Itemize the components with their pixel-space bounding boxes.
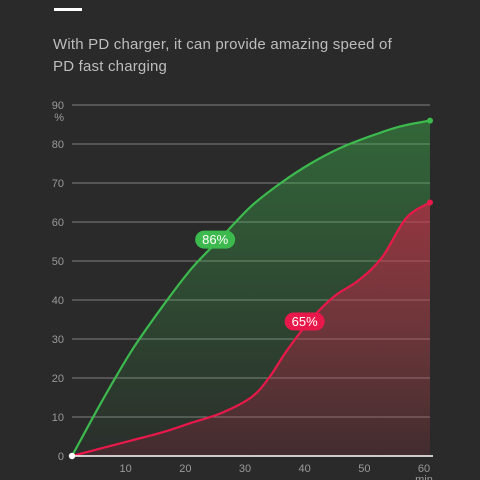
x-tick-label: 60 bbox=[418, 463, 430, 475]
pd-series-end-point bbox=[427, 117, 433, 124]
x-axis-unit: min bbox=[415, 474, 433, 480]
y-tick-label: 70 bbox=[52, 178, 64, 190]
badge-background bbox=[284, 312, 325, 331]
chart-subtitle: With PD charger, it can provide amazing … bbox=[53, 34, 433, 78]
subtitle-line-1: With PD charger, it can provide amazing … bbox=[53, 36, 392, 53]
origin-point bbox=[68, 452, 76, 460]
area-layer bbox=[72, 120, 430, 456]
other-series-line bbox=[70, 201, 432, 458]
y-tick-label: 40 bbox=[52, 295, 64, 307]
pd-series-line bbox=[70, 119, 432, 458]
pd-series-value-badge: 86% bbox=[195, 230, 236, 249]
x-tick-label: 50 bbox=[358, 463, 370, 475]
y-axis-unit: % bbox=[54, 112, 64, 124]
y-tick-label: 0 bbox=[58, 451, 64, 463]
badge-background bbox=[195, 230, 236, 249]
label-layer: 86% 65% bbox=[68, 230, 325, 460]
other-series-end-point bbox=[427, 199, 433, 206]
badge-text: 86% bbox=[202, 232, 228, 247]
y-tick-label: 50 bbox=[52, 256, 64, 268]
y-tick-label: 60 bbox=[52, 217, 64, 229]
x-tick-label: 10 bbox=[120, 463, 132, 475]
x-tick-label: 30 bbox=[239, 463, 251, 475]
y-tick-label: 10 bbox=[52, 412, 64, 424]
subtitle-line-2: PD fast charging bbox=[53, 58, 168, 75]
y-tick-label: 90 bbox=[52, 100, 64, 112]
other-series-area bbox=[72, 202, 430, 456]
other-series-value-badge: 65% bbox=[284, 312, 325, 331]
y-tick-label: 20 bbox=[52, 373, 64, 385]
y-tick-label: 80 bbox=[52, 139, 64, 151]
x-tick-label: 20 bbox=[179, 463, 191, 475]
header-accent-bar bbox=[54, 8, 82, 11]
line-layer bbox=[70, 117, 433, 458]
badge-text: 65% bbox=[292, 314, 318, 329]
x-tick-label: 40 bbox=[299, 463, 311, 475]
y-tick-label: 30 bbox=[52, 334, 64, 346]
